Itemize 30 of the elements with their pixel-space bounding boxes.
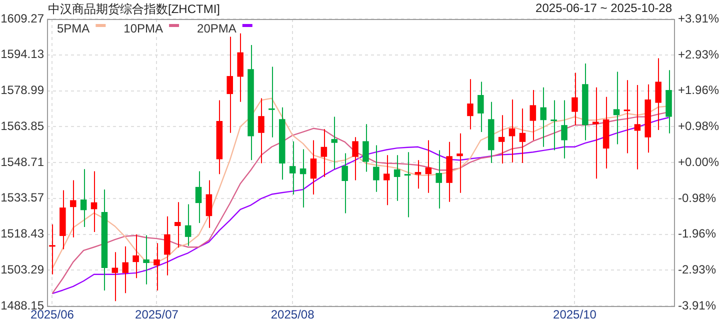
y2-tick-label: +2.93% <box>678 47 720 62</box>
legend-label: 20PMA <box>197 21 236 36</box>
chart-title: 中汉商品期货综合指数[ZHCTMI] <box>48 1 220 18</box>
candlestick <box>561 100 568 159</box>
legend-label: 10PMA <box>124 21 164 36</box>
y-tick-label: 1503.29 <box>0 262 44 276</box>
candlestick <box>70 180 76 238</box>
y-tick-label: 1594.13 <box>0 47 44 62</box>
chart-subtitle: 2025-06-17 ~ 2025-10-28 <box>536 1 672 15</box>
x-tick-label: 2025/07 <box>135 308 179 320</box>
y-tick-label: 1518.43 <box>0 226 44 241</box>
legend-label: 5PMA <box>57 21 90 36</box>
y-tick-label: 1578.99 <box>0 83 44 98</box>
y2-tick-label: -0.98% <box>678 190 716 205</box>
candlestick <box>331 116 338 170</box>
y-tick-label: 1609.27 <box>0 11 44 26</box>
y2-tick-label: +3.91% <box>678 11 720 26</box>
candlestick <box>383 154 390 206</box>
y-tick-label: 1533.57 <box>0 190 44 205</box>
y2-tick-label: -2.93% <box>678 262 716 276</box>
x-tick-label: 2025/08 <box>270 308 315 320</box>
y2-tick-label: +0.98% <box>678 118 720 133</box>
y-tick-label: 1563.85 <box>0 118 44 133</box>
x-tick-label: 2025/10 <box>553 308 597 320</box>
candlestick <box>352 136 358 181</box>
y-tick-label: 1548.71 <box>0 154 44 169</box>
y2-tick-label: -1.96% <box>678 226 716 241</box>
y2-tick-label: +0.00% <box>678 154 720 169</box>
y2-tick-label: +1.96% <box>678 82 720 97</box>
y2-tick-label: -3.91% <box>678 298 716 312</box>
